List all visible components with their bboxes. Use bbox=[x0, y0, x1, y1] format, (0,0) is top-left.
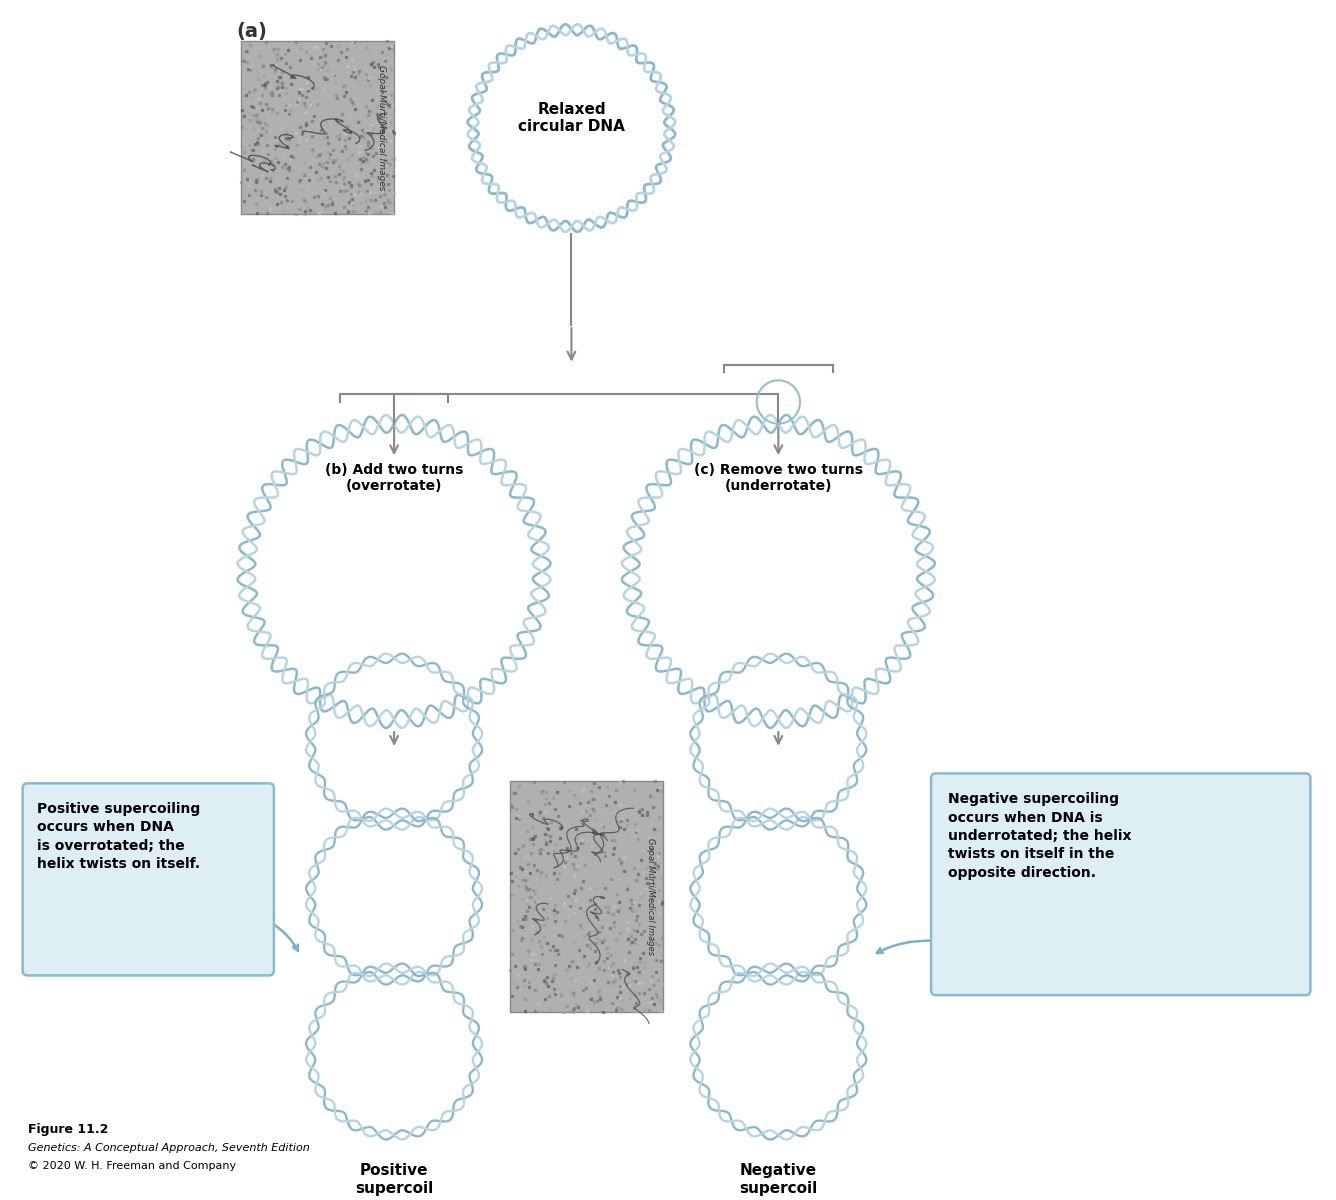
Text: Positive
supercoil: Positive supercoil bbox=[355, 1164, 433, 1196]
Text: Gopal Murti/Medical Images: Gopal Murti/Medical Images bbox=[645, 838, 655, 955]
Text: Relaxed
circular DNA: Relaxed circular DNA bbox=[518, 102, 625, 134]
Text: (b) Add two turns
(overrotate): (b) Add two turns (overrotate) bbox=[325, 463, 464, 493]
Text: Positive supercoiling
occurs when DNA
is overrotated; the
helix twists on itself: Positive supercoiling occurs when DNA is… bbox=[37, 802, 200, 871]
Text: Negative supercoiling
occurs when DNA is
underrotated; the helix
twists on itsel: Negative supercoiling occurs when DNA is… bbox=[947, 792, 1132, 880]
Text: Negative
supercoil: Negative supercoil bbox=[739, 1164, 818, 1196]
Bar bbox=[242, 41, 394, 214]
FancyBboxPatch shape bbox=[931, 774, 1311, 995]
Text: (a): (a) bbox=[236, 22, 267, 41]
Bar bbox=[510, 781, 663, 1013]
Text: Genetics: A Conceptual Approach, Seventh Edition: Genetics: A Conceptual Approach, Seventh… bbox=[28, 1142, 310, 1153]
FancyBboxPatch shape bbox=[23, 784, 274, 976]
Text: © 2020 W. H. Freeman and Company: © 2020 W. H. Freeman and Company bbox=[28, 1160, 235, 1171]
Text: Figure 11.2: Figure 11.2 bbox=[28, 1123, 108, 1136]
Text: (c) Remove two turns
(underrotate): (c) Remove two turns (underrotate) bbox=[693, 463, 863, 493]
Text: Gopal Murti/Medical Images: Gopal Murti/Medical Images bbox=[377, 65, 386, 191]
